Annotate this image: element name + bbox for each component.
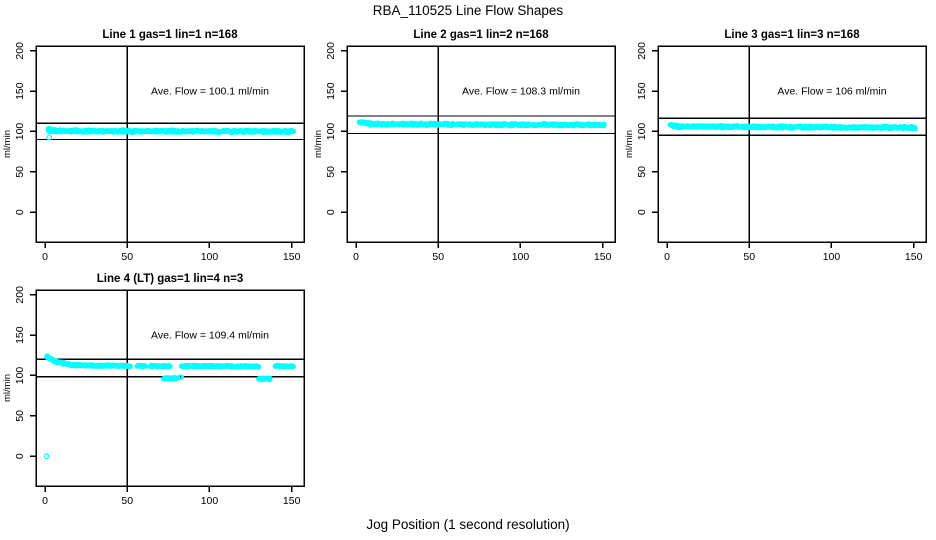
x-tick-label: 150 [283, 251, 301, 263]
data-point [290, 363, 296, 370]
data-point [256, 364, 262, 370]
x-tick-label: 100 [823, 251, 841, 263]
y-tick-label: 150 [14, 326, 26, 344]
ave-flow-label: Ave. Flow = 106 ml/min [777, 85, 886, 97]
plot-frame [346, 45, 616, 243]
y-tick-label: 150 [325, 82, 337, 100]
y-tick-label: 0 [14, 453, 26, 459]
x-tick-label: 0 [353, 251, 359, 263]
panel-title: Line 1 gas=1 lin=1 n=168 [102, 29, 238, 41]
data-point [267, 375, 273, 381]
y-tick-label: 200 [14, 286, 26, 304]
x-tick-label: 50 [121, 495, 133, 507]
y-tick-label: 50 [636, 166, 648, 178]
x-tick-label: 150 [594, 251, 612, 263]
plot-frame [657, 45, 927, 243]
y-tick-label: 0 [325, 209, 337, 215]
y-tick-label: 50 [14, 410, 26, 422]
x-tick-label: 50 [121, 251, 133, 263]
flow-panel-line-3: Line 3 gas=1 lin=3 n=168 Ave. Flow = 106 … [624, 29, 927, 263]
x-tick-label: 0 [664, 251, 670, 263]
data-point [178, 374, 185, 380]
data-point [142, 363, 149, 369]
y-tick-label: 0 [636, 209, 648, 215]
y-axis-label: ml/min [2, 130, 13, 158]
x-tick-label: 100 [201, 251, 219, 263]
y-tick-label: 200 [14, 42, 26, 60]
y-tick-label: 100 [636, 123, 648, 141]
plot-frame [35, 289, 305, 487]
flow-panel-line-4: Line 4 (LT) gas=1 lin=4 n=3 Ave. Flow = 1… [2, 273, 305, 507]
data-point [290, 128, 296, 135]
x-tick-label: 0 [42, 251, 48, 263]
x-tick-label: 0 [42, 495, 48, 507]
y-tick-label: 100 [325, 123, 337, 141]
data-point [601, 121, 607, 127]
plot-frame [35, 45, 305, 243]
y-tick-label: 0 [14, 209, 26, 215]
x-tick-label: 50 [743, 251, 755, 263]
ave-flow-label: Ave. Flow = 108.3 ml/min [462, 85, 580, 97]
x-tick-label: 150 [283, 495, 301, 507]
data-point [43, 453, 50, 460]
flow-panel-line-2: Line 2 gas=1 lin=2 n=168 Ave. Flow = 108.… [313, 29, 616, 263]
x-tick-label: 150 [905, 251, 923, 263]
y-tick-label: 150 [636, 82, 648, 100]
x-axis-label: Jog Position (1 second resolution) [366, 517, 570, 532]
y-tick-label: 50 [325, 166, 337, 178]
y-tick-label: 200 [325, 42, 337, 60]
y-tick-label: 100 [14, 123, 26, 141]
figure-title: RBA_110525 Line Flow Shapes [372, 3, 564, 18]
x-tick-label: 100 [512, 251, 530, 263]
y-axis-label: ml/min [2, 374, 13, 402]
y-tick-label: 200 [636, 42, 648, 60]
data-point [167, 363, 173, 370]
y-tick-label: 150 [14, 82, 26, 100]
data-point [912, 126, 918, 132]
x-tick-label: 100 [201, 495, 219, 507]
ave-flow-label: Ave. Flow = 100.1 ml/min [151, 85, 269, 97]
ave-flow-label: Ave. Flow = 109.4 ml/min [151, 329, 269, 341]
y-tick-label: 50 [14, 166, 26, 178]
data-point [127, 363, 133, 369]
y-tick-label: 100 [14, 367, 26, 385]
flow-panel-line-1: Line 1 gas=1 lin=1 n=168 Ave. Flow = 100.… [2, 29, 305, 263]
panel-title: Line 3 gas=1 lin=3 n=168 [724, 29, 860, 41]
data-point [46, 134, 53, 141]
y-axis-label: ml/min [624, 130, 635, 158]
panel-title: Line 2 gas=1 lin=2 n=168 [413, 29, 549, 41]
panel-title: Line 4 (LT) gas=1 lin=4 n=3 [97, 273, 243, 285]
x-tick-label: 50 [432, 251, 444, 263]
y-axis-label: ml/min [313, 130, 324, 158]
